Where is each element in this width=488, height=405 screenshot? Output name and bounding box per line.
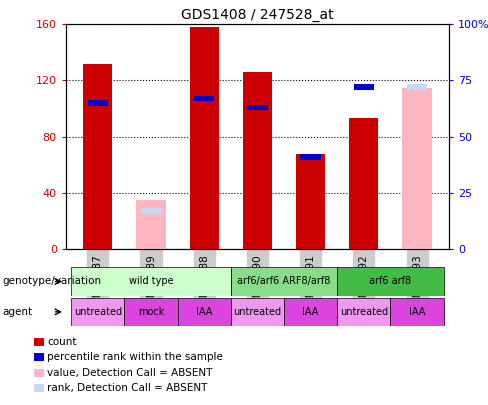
Text: mock: mock [138, 307, 164, 317]
Bar [189, 27, 219, 249]
Bar [83, 64, 112, 249]
Title: GDS1408 / 247528_at: GDS1408 / 247528_at [181, 8, 334, 22]
Bar [354, 84, 374, 90]
Bar [407, 84, 427, 90]
Bar [337, 298, 390, 326]
Text: genotype/variation: genotype/variation [2, 277, 102, 286]
Bar [403, 87, 432, 249]
Bar [231, 298, 284, 326]
Text: untreated: untreated [340, 307, 388, 317]
Text: IAA: IAA [196, 307, 212, 317]
Text: untreated: untreated [74, 307, 122, 317]
Bar [247, 104, 267, 110]
Bar [136, 200, 165, 249]
Bar [194, 96, 214, 101]
Text: percentile rank within the sample: percentile rank within the sample [47, 352, 223, 362]
Text: IAA: IAA [303, 307, 319, 317]
Bar [284, 298, 337, 326]
Bar [231, 267, 337, 296]
Bar [87, 100, 108, 106]
Bar [301, 154, 321, 160]
Text: rank, Detection Call = ABSENT: rank, Detection Call = ABSENT [47, 383, 208, 393]
Text: IAA: IAA [409, 307, 425, 317]
Bar [71, 267, 231, 296]
Text: arf6/arf6 ARF8/arf8: arf6/arf6 ARF8/arf8 [237, 277, 331, 286]
Bar [141, 208, 161, 214]
Bar [337, 267, 444, 296]
Bar [124, 298, 178, 326]
Bar [243, 72, 272, 249]
Text: count: count [47, 337, 77, 347]
Text: agent: agent [2, 307, 33, 317]
Text: wild type: wild type [129, 277, 173, 286]
Bar [296, 153, 325, 249]
Text: arf6 arf8: arf6 arf8 [369, 277, 411, 286]
Bar [71, 298, 124, 326]
Text: untreated: untreated [233, 307, 282, 317]
Bar [390, 298, 444, 326]
Text: value, Detection Call = ABSENT: value, Detection Call = ABSENT [47, 368, 213, 377]
Bar [178, 298, 231, 326]
Bar [349, 118, 379, 249]
